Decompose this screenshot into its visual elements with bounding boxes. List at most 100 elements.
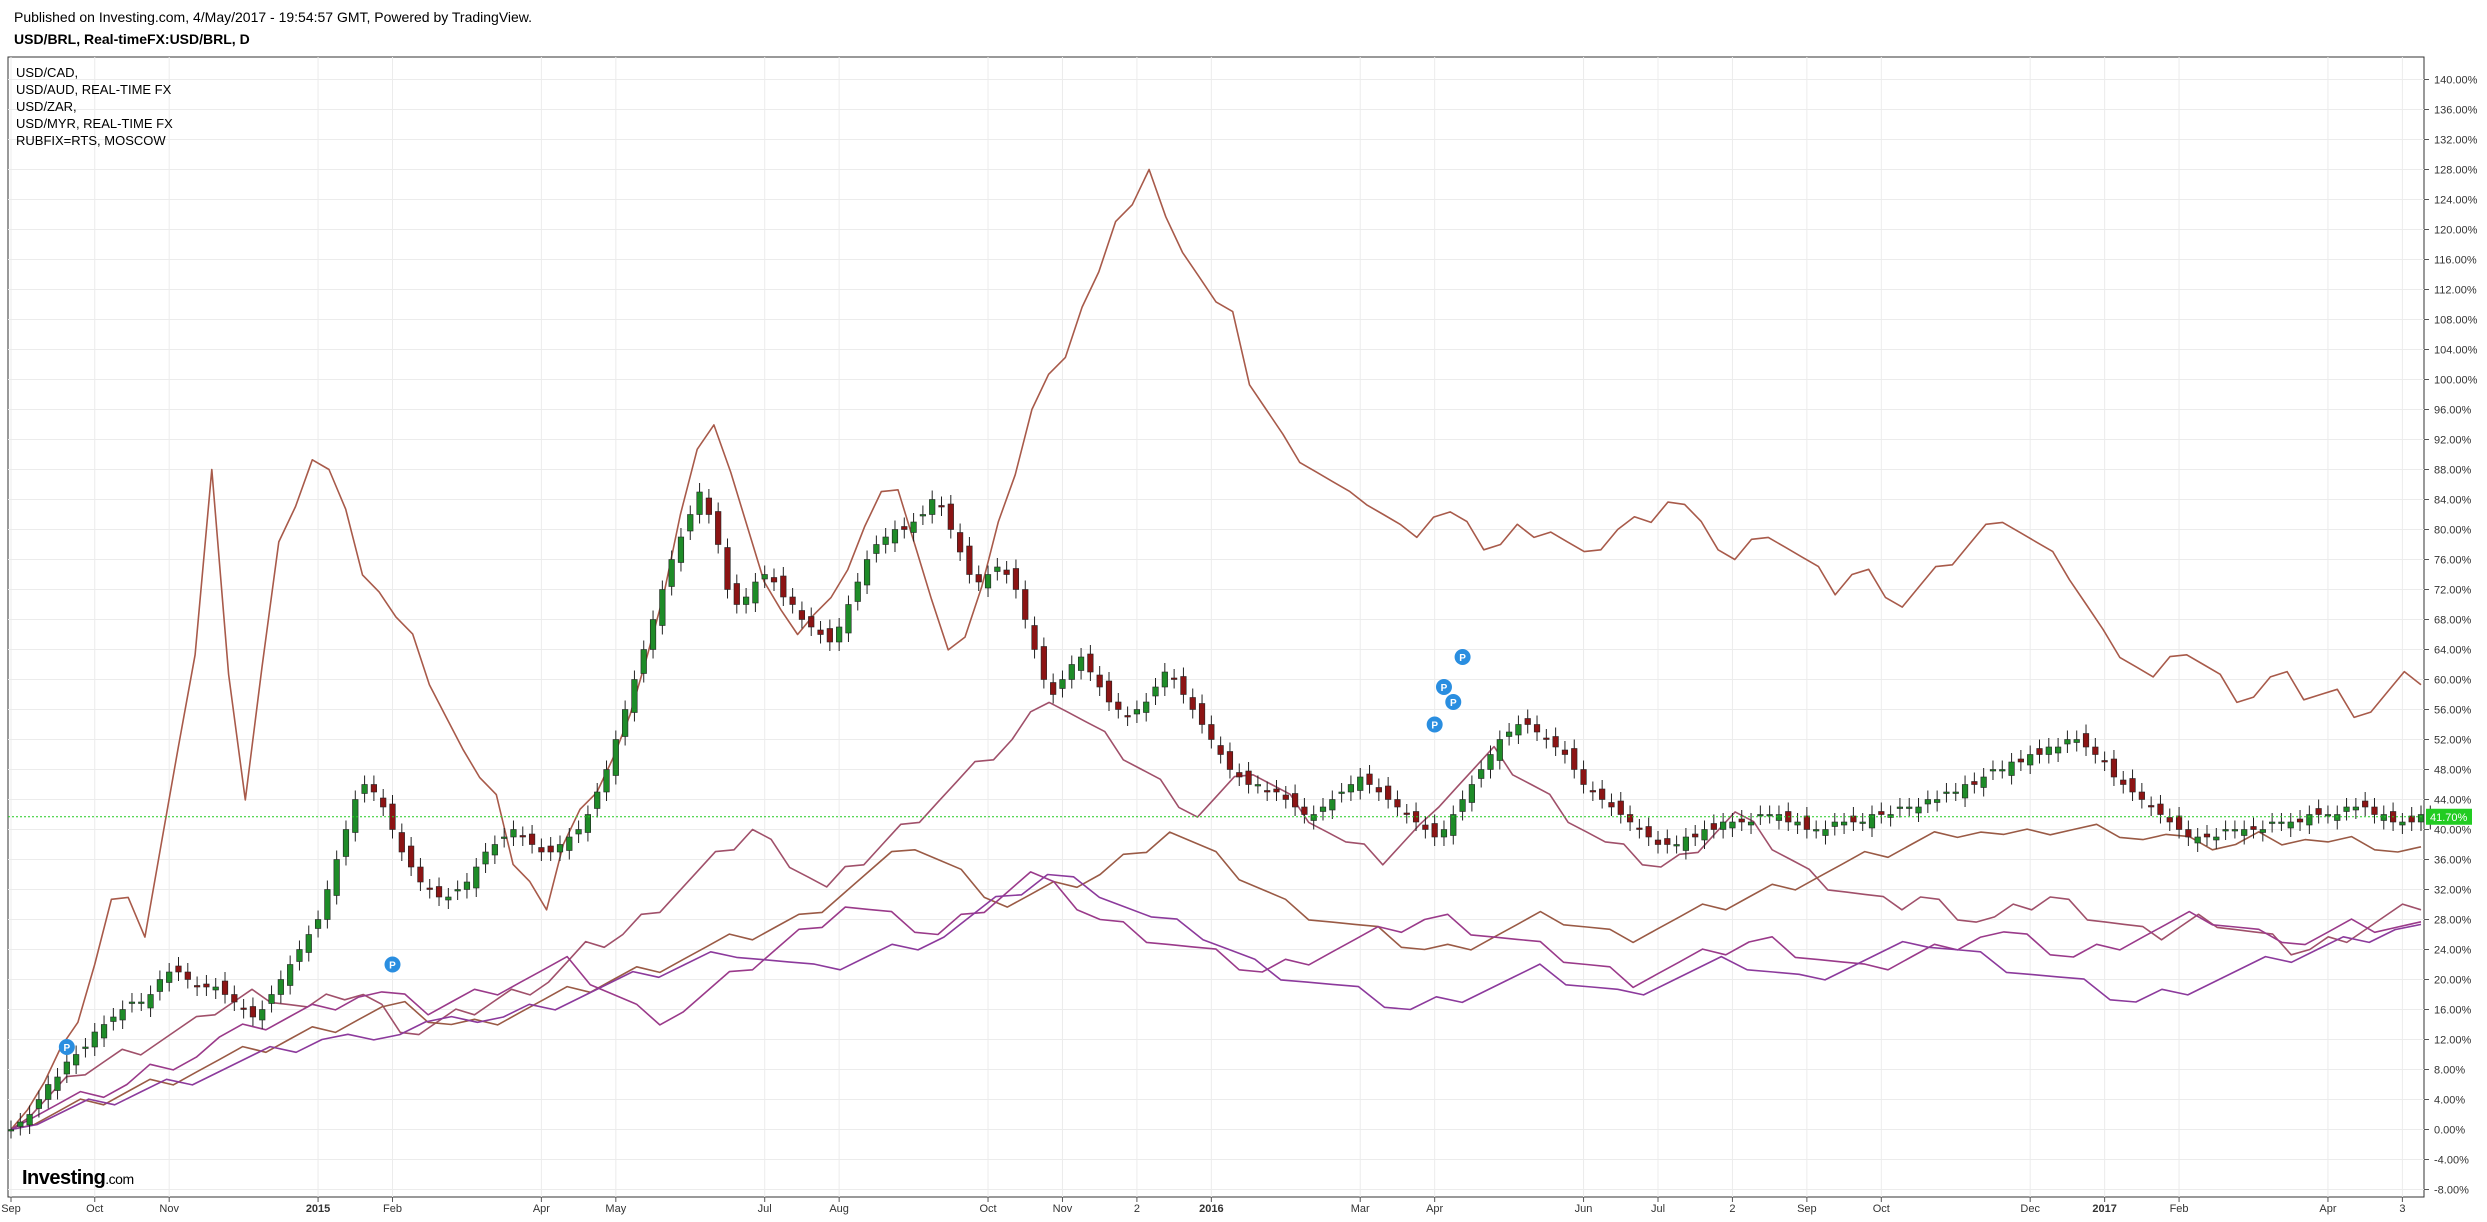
candle-body bbox=[1915, 806, 1922, 814]
legend-item-usdaud: USD/AUD, REAL-TIME FX bbox=[16, 82, 172, 97]
candle-body bbox=[1626, 814, 1634, 823]
publication-marker[interactable] bbox=[1435, 679, 1452, 695]
candle-body bbox=[1292, 793, 1299, 808]
legend: USD/CAD, USD/AUD, REAL-TIME FX USD/ZAR, … bbox=[16, 64, 173, 149]
candle-body bbox=[1989, 769, 1997, 772]
candle-body bbox=[1366, 773, 1373, 785]
publication-marker-label: P bbox=[1459, 653, 1466, 664]
candle-body bbox=[1599, 788, 1606, 800]
candle-body bbox=[426, 887, 433, 890]
candle-body bbox=[528, 833, 536, 845]
y-tick-label: 124.00% bbox=[2434, 195, 2478, 207]
legend-item-usdmyr: USD/MYR, REAL-TIME FX bbox=[16, 116, 173, 131]
publication-marker[interactable] bbox=[1445, 694, 1462, 710]
candle-body bbox=[473, 866, 480, 889]
candle-body bbox=[324, 889, 331, 920]
y-tick-label: 104.00% bbox=[2434, 345, 2478, 357]
candle-body bbox=[1087, 653, 1094, 673]
candle-body bbox=[277, 979, 284, 995]
candle-body bbox=[1841, 821, 1848, 826]
candle-body bbox=[677, 536, 685, 563]
x-tick-label: 2 bbox=[1134, 1203, 1140, 1215]
candle-body bbox=[1859, 821, 1866, 824]
candle-body bbox=[1589, 790, 1596, 793]
candle-body bbox=[770, 577, 778, 583]
candle-body bbox=[2417, 814, 2425, 823]
candle-body bbox=[1189, 697, 1196, 710]
candle-body bbox=[2213, 836, 2220, 841]
candle-body bbox=[2101, 760, 2108, 763]
y-tick-label: 140.00% bbox=[2434, 75, 2478, 87]
candle-body bbox=[2222, 829, 2229, 832]
candle-body bbox=[1124, 715, 1131, 718]
publication-marker[interactable] bbox=[1426, 716, 1443, 733]
y-tick-label: 80.00% bbox=[2434, 525, 2472, 537]
candle-body bbox=[445, 896, 452, 901]
publication-marker[interactable] bbox=[1454, 649, 1471, 665]
x-tick-label: Feb bbox=[2170, 1203, 2189, 1215]
y-tick-label: 32.00% bbox=[2434, 885, 2472, 897]
x-tick-label: Apr bbox=[2319, 1203, 2336, 1215]
publication-marker[interactable] bbox=[58, 1039, 75, 1055]
candle-body bbox=[1943, 791, 1950, 794]
y-tick-label: 84.00% bbox=[2434, 495, 2472, 507]
candle-body bbox=[342, 829, 350, 857]
candle-body bbox=[1440, 829, 1448, 838]
candle-body bbox=[128, 1001, 136, 1004]
series-line-usdaud bbox=[10, 871, 2422, 1131]
y-tick-label: 116.00% bbox=[2434, 255, 2477, 267]
candle-body bbox=[45, 1084, 52, 1100]
candle-body bbox=[724, 547, 731, 590]
candle-body bbox=[687, 514, 694, 532]
x-tick-label: 2 bbox=[1729, 1203, 1735, 1215]
candle-body bbox=[984, 574, 992, 589]
y-tick-label: 36.00% bbox=[2434, 855, 2472, 867]
candle-body bbox=[957, 532, 964, 553]
candle-body bbox=[1059, 679, 1066, 689]
x-tick-label: Jul bbox=[1651, 1203, 1665, 1215]
x-tick-label: Nov bbox=[159, 1203, 179, 1215]
candle-body bbox=[1952, 791, 1959, 794]
candle-body bbox=[1226, 751, 1234, 770]
candle-body bbox=[1896, 806, 1904, 809]
candle-body bbox=[249, 1006, 257, 1018]
candle-body bbox=[166, 971, 173, 983]
candle-body bbox=[1338, 791, 1345, 794]
x-tick-label: Feb bbox=[383, 1203, 402, 1215]
candle-body bbox=[1608, 802, 1615, 808]
candle-body bbox=[2352, 806, 2359, 811]
y-tick-label: 108.00% bbox=[2434, 315, 2478, 327]
candle-body bbox=[184, 971, 191, 980]
candle-body bbox=[1775, 814, 1783, 821]
candle-body bbox=[138, 1001, 145, 1004]
candle-body bbox=[1180, 676, 1187, 695]
y-tick-label: 20.00% bbox=[2434, 975, 2472, 987]
y-tick-label: 28.00% bbox=[2434, 915, 2472, 927]
candle-body bbox=[2055, 746, 2062, 754]
published-note: Published on Investing.com, 4/May/2017 -… bbox=[14, 9, 533, 25]
legend-item-rubfix: RUBFIX=RTS, MOSCOW bbox=[16, 133, 166, 148]
candle-body bbox=[752, 581, 759, 604]
candle-body bbox=[1924, 799, 1931, 805]
candle-body bbox=[2231, 829, 2238, 832]
candle-body bbox=[1524, 718, 1531, 725]
x-tick-label: Dec bbox=[2020, 1203, 2040, 1215]
candle-body bbox=[1961, 784, 1969, 799]
candle-body bbox=[1934, 799, 1941, 803]
candle-body bbox=[1636, 827, 1643, 830]
candle-body bbox=[901, 526, 908, 530]
candle-body bbox=[54, 1076, 61, 1091]
candle-body bbox=[882, 536, 889, 545]
symbol-title: USD/BRL, Real-timeFX:USD/BRL, D bbox=[14, 31, 250, 47]
legend-item-usdzar: USD/ZAR, bbox=[16, 99, 77, 114]
y-tick-label: 8.00% bbox=[2434, 1065, 2465, 1077]
candle-body bbox=[2241, 829, 2248, 836]
candle-body bbox=[1747, 821, 1755, 826]
candle-body bbox=[203, 983, 210, 988]
candle-body bbox=[1115, 701, 1122, 710]
publication-marker[interactable] bbox=[384, 956, 401, 973]
candle-body bbox=[1617, 800, 1624, 815]
candle-body bbox=[1347, 784, 1355, 793]
y-tick-label: -4.00% bbox=[2434, 1155, 2469, 1167]
